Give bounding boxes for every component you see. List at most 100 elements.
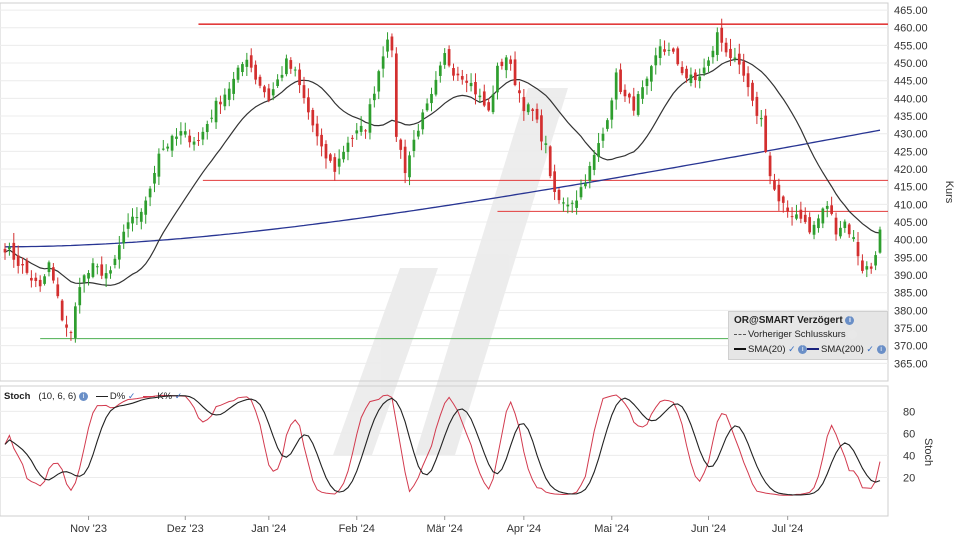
sma20-line	[4, 58, 881, 286]
candle	[544, 135, 548, 154]
candle	[430, 87, 433, 112]
candle	[500, 58, 504, 70]
candle	[830, 196, 833, 216]
candle	[236, 65, 240, 83]
candle	[425, 98, 429, 112]
candle	[597, 132, 600, 162]
candle	[518, 81, 521, 103]
candle	[452, 63, 455, 81]
candle	[469, 73, 473, 92]
info-icon[interactable]: i	[798, 344, 808, 354]
candle	[592, 150, 596, 176]
candle	[711, 46, 715, 64]
candle	[95, 263, 99, 275]
candle	[144, 196, 148, 224]
x-tick-label: Mai '24	[594, 523, 629, 535]
candle	[579, 179, 583, 200]
candle	[223, 88, 227, 111]
candle	[680, 61, 684, 76]
candle	[460, 69, 464, 85]
stoch-legend-label: Stoch	[4, 391, 31, 402]
candle	[271, 82, 275, 101]
check-icon[interactable]: ✓	[127, 391, 136, 401]
candle	[232, 71, 235, 101]
candle	[157, 148, 161, 186]
candle	[126, 213, 130, 238]
price-y-tick: 425.00	[894, 146, 928, 158]
candle	[285, 54, 288, 77]
price-y-tick: 430.00	[894, 129, 928, 141]
candle	[161, 139, 165, 151]
stoch-y-axis: 20 40 60 80	[903, 406, 915, 484]
candle	[707, 56, 710, 72]
candle	[403, 139, 407, 184]
candle	[267, 83, 271, 103]
candle	[843, 219, 847, 233]
candle	[148, 186, 152, 207]
price-y-tick: 400.00	[894, 235, 928, 247]
candle	[65, 315, 68, 337]
candle	[768, 151, 772, 185]
candle	[175, 128, 178, 146]
candle	[307, 88, 310, 120]
check-icon[interactable]: ✓	[788, 344, 796, 354]
check-icon[interactable]: ✓	[174, 391, 183, 401]
candle	[333, 153, 337, 181]
candle	[254, 60, 257, 85]
candle	[786, 200, 790, 218]
candle	[724, 37, 728, 57]
candle	[632, 87, 636, 116]
candle	[443, 48, 447, 69]
candle	[91, 258, 95, 279]
candle	[812, 221, 816, 240]
x-tick-label: Dez '23	[167, 523, 204, 535]
candle	[676, 46, 680, 66]
stoch-y-axis-label: Stoch	[922, 438, 934, 466]
candle	[258, 74, 262, 89]
candle	[192, 136, 196, 151]
candle	[320, 128, 323, 157]
stoch-grid	[0, 410, 888, 478]
legend-item-sma20: SMA(20) ✓ i	[734, 344, 808, 355]
info-icon[interactable]: i	[876, 344, 886, 354]
candle	[293, 66, 297, 77]
candle	[663, 40, 666, 56]
candle	[553, 164, 556, 200]
candle	[874, 251, 877, 271]
candle	[795, 204, 798, 221]
price-y-tick: 415.00	[894, 182, 928, 194]
candle	[359, 116, 363, 136]
candle	[491, 85, 495, 115]
candle	[170, 134, 174, 157]
candle	[311, 107, 315, 133]
x-tick-label: Nov '23	[70, 523, 107, 535]
candle	[214, 97, 218, 129]
candle	[509, 55, 513, 71]
info-icon[interactable]: i	[78, 391, 88, 401]
info-icon[interactable]: i	[848, 329, 858, 339]
check-icon[interactable]: ✓	[866, 344, 874, 354]
candle	[109, 266, 112, 279]
candle	[73, 302, 77, 343]
candle	[856, 232, 860, 266]
candle	[540, 109, 543, 151]
candle	[693, 69, 697, 88]
candle	[78, 277, 82, 314]
candle	[869, 262, 873, 274]
candle	[531, 107, 534, 122]
candle	[650, 64, 653, 92]
info-icon[interactable]: i	[845, 315, 855, 325]
candle	[69, 330, 73, 341]
candle	[408, 151, 411, 186]
candle	[715, 27, 719, 62]
candle	[219, 95, 222, 114]
candle	[790, 207, 794, 226]
candle	[614, 68, 618, 110]
candle	[329, 152, 332, 163]
candle	[821, 207, 825, 229]
candle	[654, 47, 658, 75]
candle	[513, 51, 517, 87]
candle	[82, 274, 86, 293]
candle	[751, 80, 754, 107]
